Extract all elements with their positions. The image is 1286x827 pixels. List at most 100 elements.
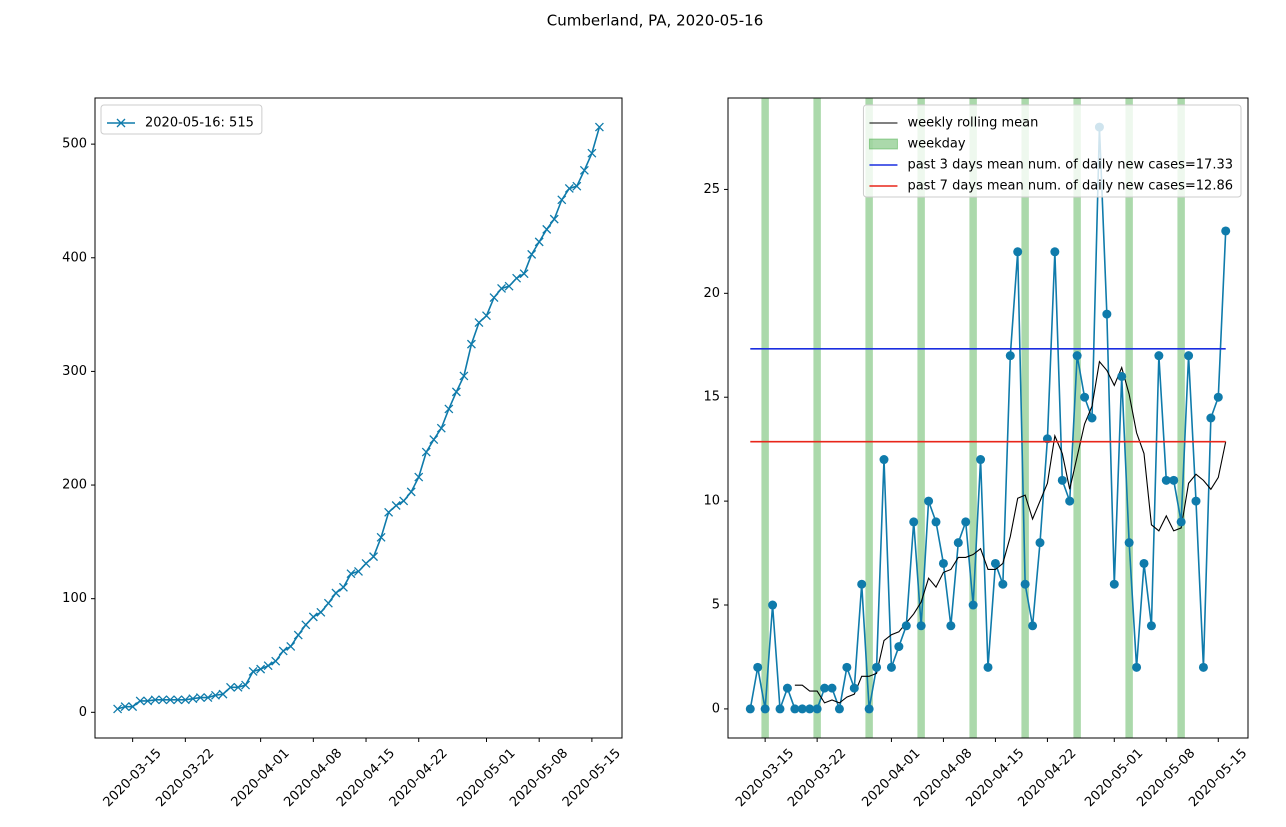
- x-marker: [361, 558, 371, 568]
- legend-label: 2020-05-16: 515: [145, 116, 254, 131]
- y-tick-label: 500: [62, 137, 87, 152]
- weekday-span: [1177, 98, 1185, 738]
- x-marker: [444, 404, 454, 414]
- daily-point: [1124, 538, 1134, 548]
- x-marker: [158, 695, 168, 705]
- daily-point: [1191, 496, 1201, 506]
- daily-point: [879, 455, 889, 465]
- daily-point: [782, 683, 792, 693]
- daily-point: [990, 558, 1000, 568]
- daily-point: [760, 704, 770, 714]
- legend-label: past 7 days mean num. of daily new cases…: [907, 179, 1233, 194]
- daily-point: [953, 538, 963, 548]
- weekday-span: [1073, 98, 1081, 738]
- y-tick-label: 15: [703, 390, 720, 405]
- daily-point: [1072, 351, 1082, 361]
- x-marker: [301, 620, 311, 630]
- x-marker: [489, 293, 499, 303]
- x-marker: [120, 702, 130, 712]
- daily-point: [864, 704, 874, 714]
- x-marker: [316, 607, 326, 617]
- daily-point: [1221, 226, 1231, 236]
- x-marker: [173, 695, 183, 705]
- daily-point: [745, 704, 755, 714]
- x-marker: [482, 311, 491, 321]
- series-line: [117, 126, 601, 710]
- x-marker: [594, 122, 604, 132]
- x-marker: [135, 696, 145, 706]
- x-marker: [226, 682, 235, 692]
- x-marker: [466, 339, 476, 349]
- x-marker: [534, 237, 544, 247]
- daily-point: [842, 662, 852, 672]
- x-marker: [399, 496, 409, 506]
- x-marker: [564, 183, 574, 193]
- x-marker: [180, 695, 190, 705]
- daily-point: [1005, 351, 1015, 361]
- x-marker: [527, 249, 537, 259]
- x-marker: [474, 318, 484, 328]
- daily-point: [1139, 558, 1149, 568]
- daily-point: [894, 642, 904, 652]
- daily-point: [998, 579, 1008, 589]
- x-marker: [150, 695, 160, 705]
- daily-point: [1117, 371, 1127, 381]
- x-marker: [391, 501, 401, 510]
- legend: 2020-05-16: 515: [100, 104, 263, 135]
- daily-point: [1169, 475, 1179, 485]
- x-marker: [429, 435, 439, 445]
- daily-point: [1206, 413, 1216, 423]
- weekday-span: [917, 98, 925, 738]
- daily-point: [901, 621, 911, 631]
- daily-point: [768, 600, 778, 610]
- daily-point: [946, 621, 956, 631]
- daily-point: [1080, 392, 1090, 402]
- daily-point: [820, 683, 830, 693]
- x-marker: [354, 566, 363, 576]
- x-marker: [406, 487, 416, 497]
- daily-point: [849, 683, 859, 693]
- daily-point: [924, 496, 934, 506]
- weekday-span: [1125, 98, 1133, 738]
- daily-point: [797, 704, 807, 714]
- daily-point: [938, 558, 948, 568]
- x-marker: [436, 423, 446, 433]
- daily-point: [1184, 351, 1194, 361]
- x-marker: [519, 269, 529, 279]
- daily-point: [976, 455, 986, 465]
- x-marker: [210, 690, 220, 700]
- series-line: [794, 360, 1227, 704]
- x-marker: [278, 646, 288, 656]
- x-marker: [128, 702, 138, 712]
- x-marker: [497, 283, 507, 293]
- daily-point: [1035, 538, 1045, 548]
- weekday-span: [761, 98, 769, 738]
- y-tick-label: 25: [703, 182, 720, 197]
- x-marker: [113, 704, 123, 714]
- x-marker: [369, 552, 379, 562]
- legend-label: weekly rolling mean: [907, 116, 1038, 131]
- y-tick-label: 200: [62, 478, 87, 493]
- y-tick-label: 20: [703, 286, 720, 301]
- legend-marker: [116, 118, 126, 128]
- x-marker: [572, 181, 582, 191]
- daily-point: [961, 517, 971, 527]
- x-marker: [195, 693, 205, 703]
- x-marker: [421, 447, 431, 457]
- x-marker: [188, 694, 198, 704]
- daily-point: [886, 662, 896, 672]
- daily-point: [1028, 621, 1038, 631]
- daily-point: [1109, 579, 1119, 589]
- figure-title: Cumberland, PA, 2020-05-16: [547, 12, 764, 30]
- x-marker: [384, 507, 394, 517]
- x-marker: [504, 281, 514, 291]
- y-tick-label: 10: [703, 494, 720, 509]
- x-marker: [293, 630, 303, 640]
- daily-point: [1198, 662, 1208, 672]
- daily-point: [1013, 247, 1023, 257]
- legend-label: weekday: [907, 137, 965, 152]
- y-tick-label: 0: [712, 701, 720, 716]
- daily-point: [1213, 392, 1223, 402]
- x-marker: [512, 273, 522, 283]
